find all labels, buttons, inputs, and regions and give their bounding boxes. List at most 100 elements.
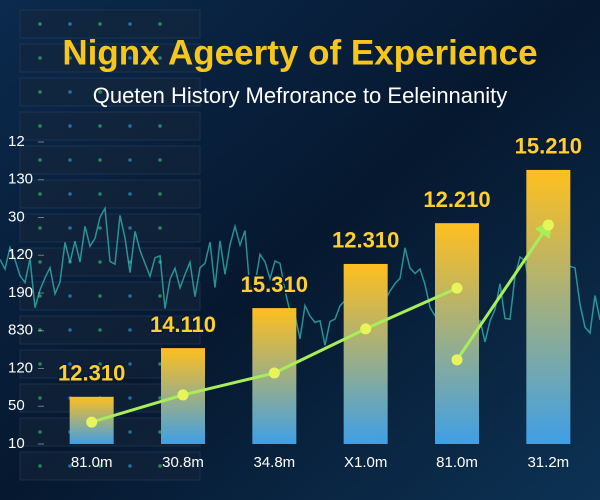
y-tick-label: 190 [8, 284, 33, 301]
y-tick-label: 830 [8, 322, 33, 339]
rack-led [128, 294, 132, 298]
rack-led [98, 56, 102, 60]
x-tick-label: 34.8m [253, 454, 295, 471]
rack-unit [19, 9, 201, 39]
bar [526, 169, 571, 444]
rack-led [38, 464, 42, 468]
line-point [86, 416, 98, 428]
y-tick-label: 120 [8, 246, 33, 263]
y-tick-label: 12 [8, 133, 25, 150]
rack-led [68, 158, 72, 162]
rack-led [68, 464, 72, 468]
rack-led [128, 192, 132, 196]
rack-unit [19, 77, 201, 107]
y-tick-label: 120 [8, 359, 33, 376]
rack-led [158, 158, 162, 162]
rack-led [68, 294, 72, 298]
rack-led [38, 56, 42, 60]
rack-led [128, 430, 132, 434]
rack-unit [19, 179, 201, 209]
rack-led [38, 362, 42, 366]
line-point [542, 219, 554, 231]
rack-led [38, 396, 42, 400]
rack-led [98, 158, 102, 162]
rack-led [38, 226, 42, 230]
rack-led [38, 158, 42, 162]
rack-led [128, 158, 132, 162]
bar-label: 15.310 [241, 272, 308, 297]
rack-led [68, 328, 72, 332]
rack-led [158, 124, 162, 128]
rack-led [68, 22, 72, 26]
rack-led [98, 260, 102, 264]
rack-led [68, 226, 72, 230]
rack-led [98, 328, 102, 332]
rack-led [38, 328, 42, 332]
rack-led [128, 22, 132, 26]
chart-title: Nignx Ageerty of Experience [62, 33, 537, 72]
bar [435, 223, 479, 444]
rack-led [128, 396, 132, 400]
rack-led [38, 90, 42, 94]
rack-unit [19, 145, 201, 175]
rack-led [158, 226, 162, 230]
chart-subtitle: Queten History Mefrorance to Eeleinnanit… [93, 83, 508, 108]
rack-led [158, 192, 162, 196]
line-point [451, 354, 463, 366]
rack-led [158, 22, 162, 26]
rack-unit [19, 43, 201, 73]
rack-unit [19, 281, 201, 311]
x-tick-label: 81.0m [71, 454, 113, 471]
rack-led [98, 22, 102, 26]
rack-led [38, 430, 42, 434]
rack-unit [19, 111, 201, 141]
rack-led [98, 226, 102, 230]
y-tick-label: 30 [8, 208, 25, 225]
x-tick-label: 81.0m [436, 454, 478, 471]
bar-label: 14.110 [150, 312, 216, 337]
line-point [268, 367, 280, 379]
line [455, 219, 553, 361]
rack-led [158, 464, 162, 468]
rack-unit [19, 451, 201, 481]
rack-led [128, 226, 132, 230]
rack-led [128, 464, 132, 468]
rack-led [128, 362, 132, 366]
bar-label: 12.310 [332, 228, 399, 253]
y-tick-label: 10 [8, 435, 25, 452]
rack-led [38, 260, 42, 264]
line-point [360, 323, 372, 335]
rack-led [98, 124, 102, 128]
rack-led [98, 294, 102, 298]
bar-label: 15.210 [515, 134, 582, 159]
rack-led [68, 56, 72, 60]
rack-led [158, 56, 162, 60]
rack-led [158, 294, 162, 298]
rack-led [128, 328, 132, 332]
rack-led [38, 124, 42, 128]
x-tick-label: 31.2m [527, 454, 569, 471]
rack-led [98, 362, 102, 366]
rack-led [128, 124, 132, 128]
rack-unit [19, 315, 201, 345]
rack-led [68, 192, 72, 196]
decorative-wave [0, 205, 600, 354]
rack-led [38, 192, 42, 196]
x-tick-label: X1.0m [344, 454, 387, 471]
rack-unit [19, 213, 201, 243]
bar-label: 12.310 [58, 361, 125, 386]
bar-label: 12.210 [423, 187, 490, 212]
rack-led [128, 90, 132, 94]
rack-led [158, 90, 162, 94]
rack-led [158, 362, 162, 366]
y-tick-label: 50 [8, 397, 25, 414]
rack-led [98, 464, 102, 468]
rack-led [158, 328, 162, 332]
rack-led [98, 90, 102, 94]
rack-led [158, 396, 162, 400]
rack-led [68, 90, 72, 94]
rack-led [38, 22, 42, 26]
line-point [451, 282, 463, 294]
rack-led [128, 56, 132, 60]
